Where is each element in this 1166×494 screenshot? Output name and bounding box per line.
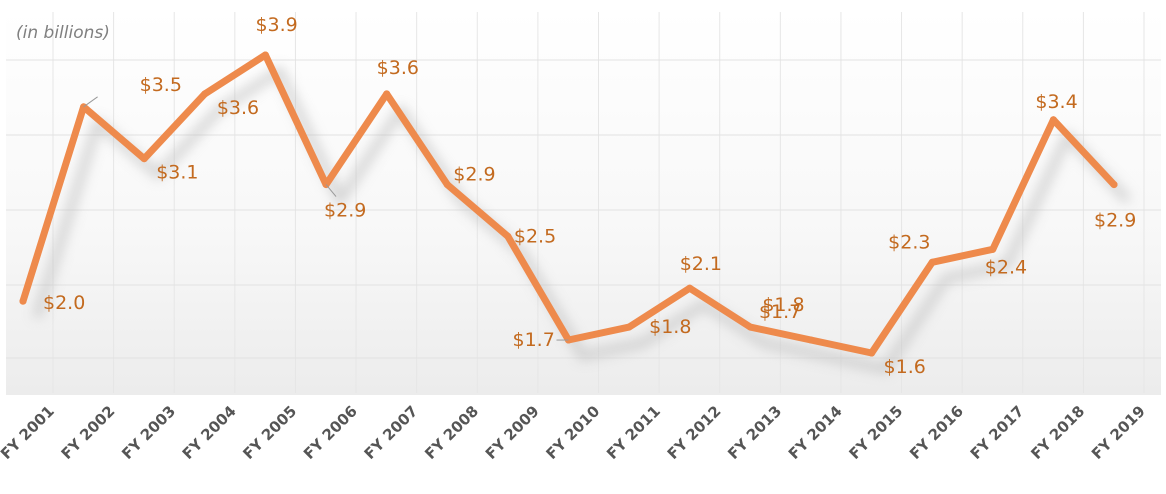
data-point xyxy=(625,323,633,331)
data-label: $3.5 xyxy=(140,74,182,96)
data-point xyxy=(140,155,148,163)
x-tick-label: FY 2016 xyxy=(906,402,967,463)
x-tick-label: FY 2004 xyxy=(179,402,240,463)
data-label: $1.8 xyxy=(762,294,804,316)
x-tick-label: FY 2001 xyxy=(0,402,58,463)
line-shadow xyxy=(32,66,1132,374)
data-label: $2.5 xyxy=(514,225,556,247)
data-point xyxy=(19,297,27,305)
data-label: $2.9 xyxy=(324,200,366,222)
x-tick-label: FY 2007 xyxy=(361,402,422,463)
data-point xyxy=(989,245,997,253)
data-label: $2.0 xyxy=(43,292,85,314)
label-leader-line xyxy=(83,96,98,108)
data-point xyxy=(1049,116,1057,124)
data-label: $3.4 xyxy=(1035,91,1077,113)
data-point xyxy=(201,90,209,98)
x-axis-ticks: FY 2001 FY 2002 FY 2003 FY 2004 FY 2005 FY 20… xyxy=(0,402,1149,463)
x-tick-label: FY 2002 xyxy=(58,402,119,463)
x-tick-label: FY 2014 xyxy=(785,402,846,463)
x-tick-label: FY 2015 xyxy=(846,402,907,463)
plot-background xyxy=(6,10,1161,395)
x-tick-label: FY 2019 xyxy=(1088,402,1149,463)
x-tick-label: FY 2011 xyxy=(603,402,664,463)
data-label: $3.1 xyxy=(156,162,198,184)
x-tick-label: FY 2006 xyxy=(300,402,361,463)
x-tick-label: FY 2003 xyxy=(118,402,179,463)
data-point xyxy=(686,284,694,292)
x-tick-label: FY 2008 xyxy=(421,402,482,463)
data-point xyxy=(868,349,876,357)
data-label: $2.9 xyxy=(453,164,495,186)
data-point xyxy=(807,336,815,344)
data-label: $3.6 xyxy=(377,57,419,79)
x-tick-label: FY 2012 xyxy=(664,402,725,463)
data-point xyxy=(746,323,754,331)
data-point xyxy=(928,258,936,266)
data-label: $3.6 xyxy=(217,97,259,119)
data-point xyxy=(261,51,269,59)
label-leader-line xyxy=(325,184,337,197)
x-tick-label: FY 2018 xyxy=(1027,402,1088,463)
data-label: $1.7 xyxy=(759,301,801,323)
x-tick-label: FY 2005 xyxy=(239,402,300,463)
data-label: $3.9 xyxy=(255,14,297,36)
data-point xyxy=(383,90,391,98)
x-tick-label: FY 2009 xyxy=(482,402,543,463)
x-tick-label: FY 2013 xyxy=(724,402,785,463)
x-tick-label: FY 2010 xyxy=(542,402,603,463)
data-label: $2.1 xyxy=(680,253,722,275)
data-label: $2.3 xyxy=(888,231,930,253)
data-label: $1.7 xyxy=(513,329,555,351)
data-label: $2.9 xyxy=(1094,210,1136,232)
data-labels: $2.0 $3.5 $3.1 $3.6 $3.9 $2.9 $3.6 $2.9 $2.5 $1.7… xyxy=(19,14,1136,378)
data-label: $1.6 xyxy=(884,356,926,378)
data-label: $2.4 xyxy=(985,256,1027,278)
data-point xyxy=(443,181,451,189)
unit-note: (in billions) xyxy=(16,23,110,43)
x-tick-label: FY 2017 xyxy=(967,402,1028,463)
data-point xyxy=(1110,181,1118,189)
data-label: $1.8 xyxy=(649,316,691,338)
data-point xyxy=(504,232,512,240)
